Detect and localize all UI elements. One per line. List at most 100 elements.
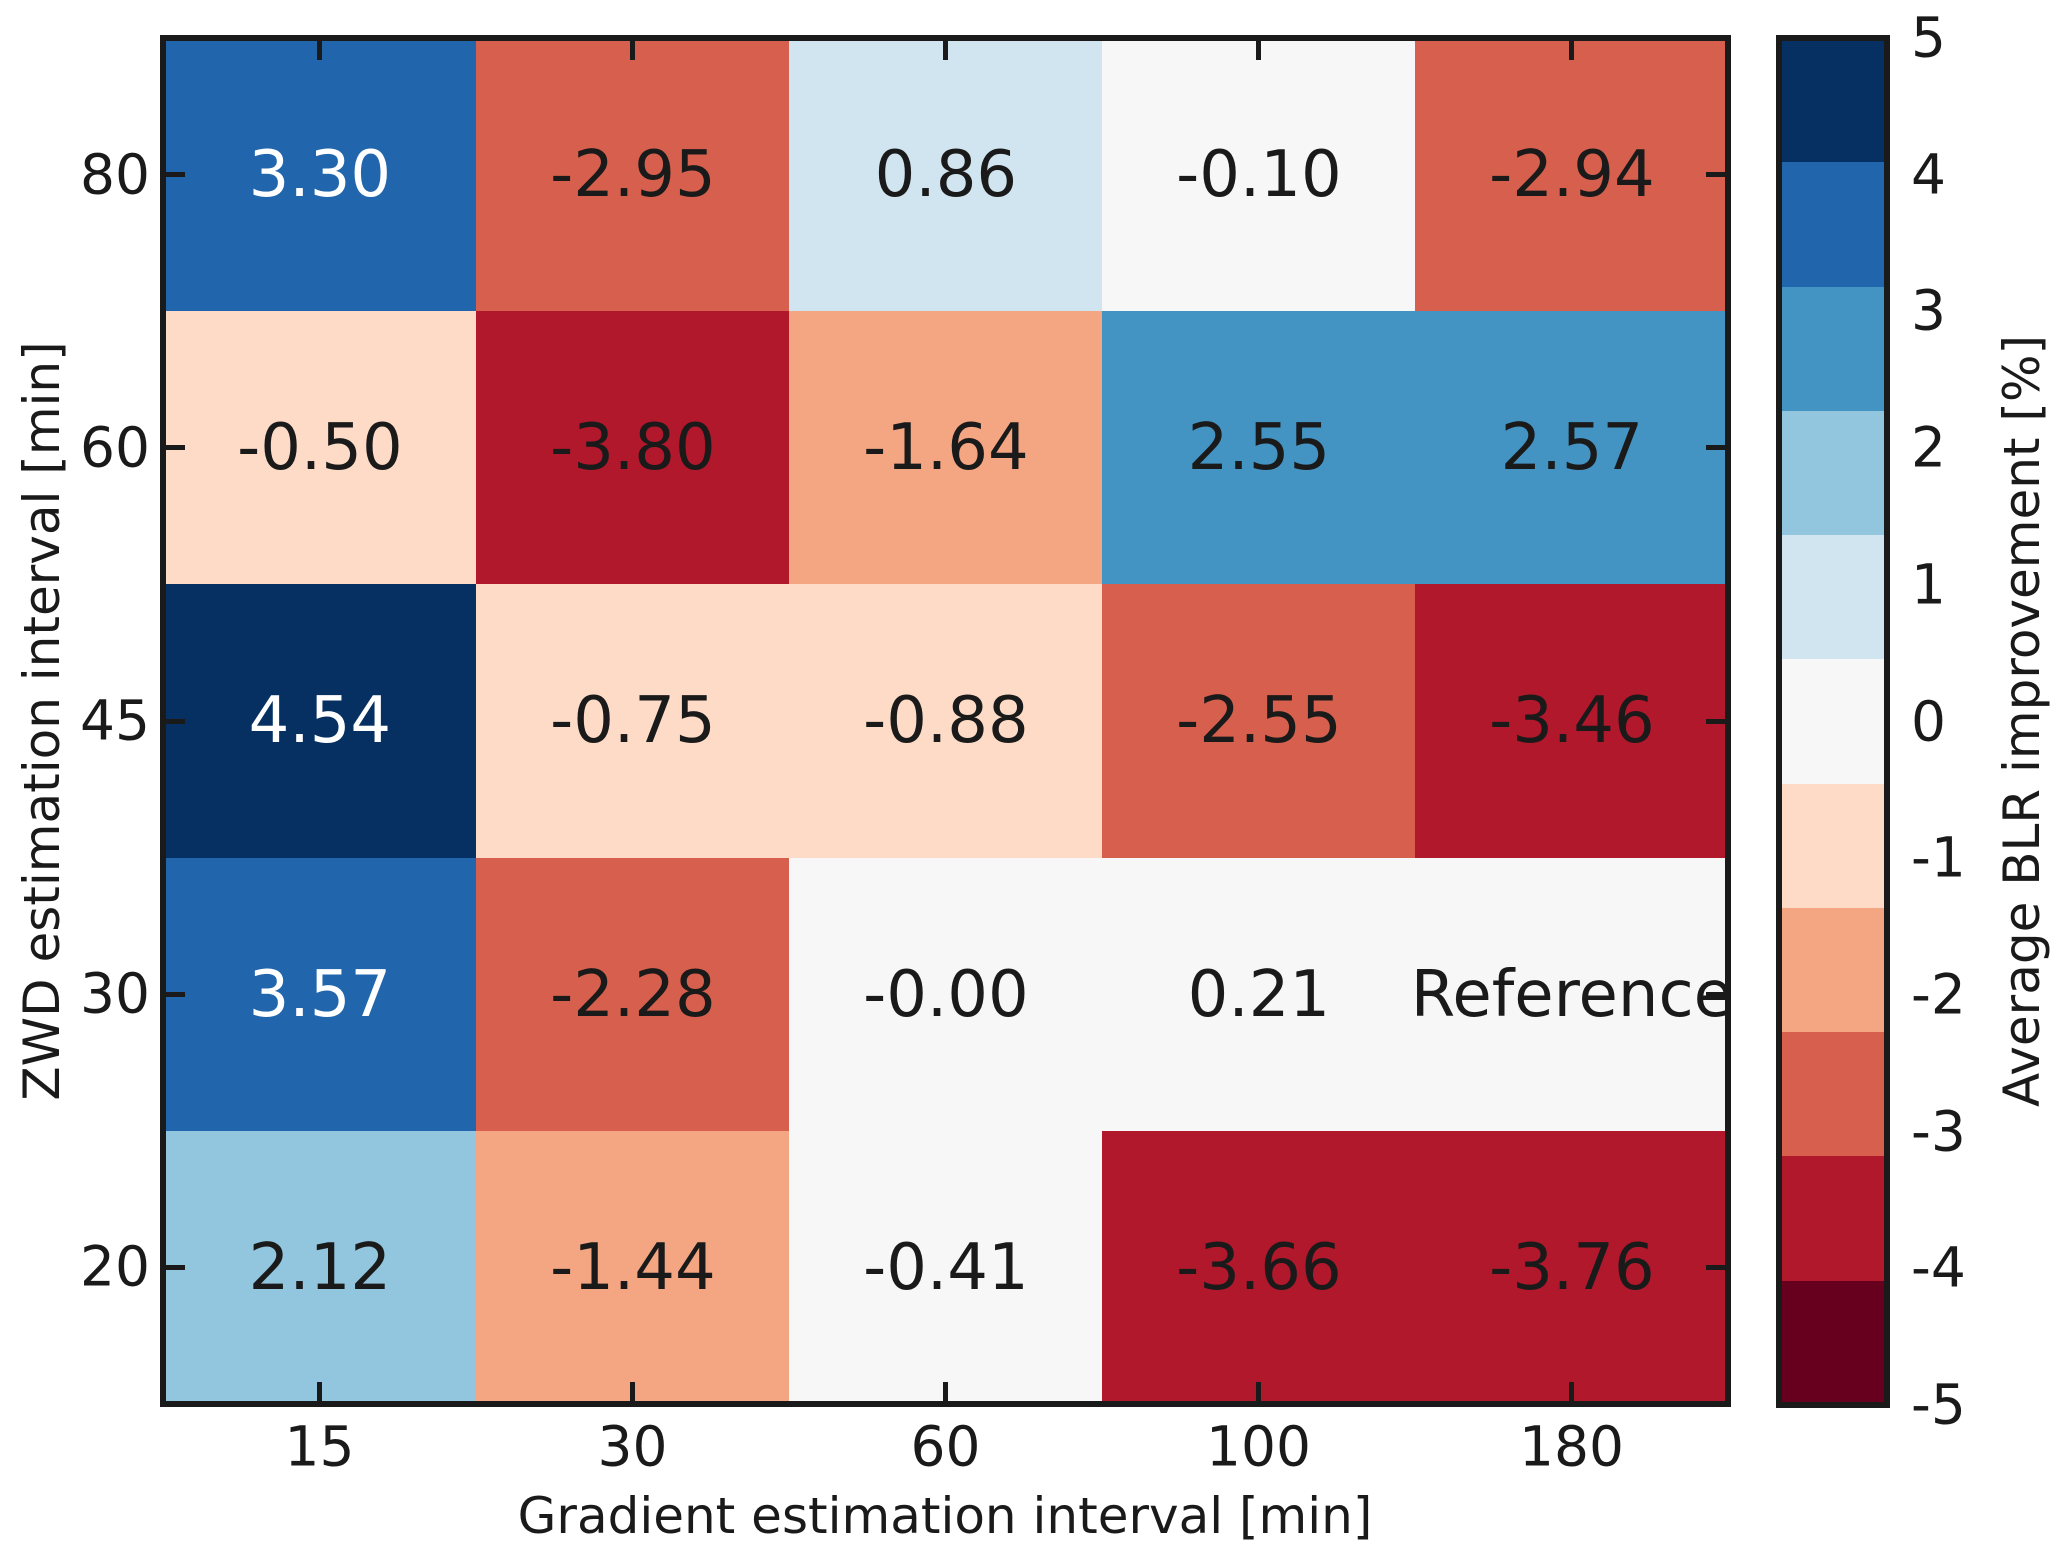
heatmap-cell-value: -0.10 <box>1176 138 1342 212</box>
heatmap-cell: -0.41 <box>789 1130 1103 1405</box>
heatmap-cell: -3.66 <box>1102 1130 1416 1405</box>
heatmap-cell: -2.55 <box>1102 584 1416 859</box>
y-tick <box>1706 718 1725 724</box>
y-tick <box>166 445 185 451</box>
y-tick <box>166 991 185 997</box>
heatmap-cell-value: -0.88 <box>863 684 1029 759</box>
heatmap-cell: -3.76 <box>1415 1130 1729 1405</box>
heatmap-cell-value: -2.55 <box>1176 684 1342 759</box>
heatmap-cell: -0.00 <box>789 857 1103 1132</box>
heatmap-cell: 4.54 <box>163 584 477 859</box>
x-tick <box>1256 1382 1261 1401</box>
heatmap-cell-value: 2.12 <box>248 1230 392 1305</box>
x-tick <box>630 1382 635 1401</box>
colorbar-label: Average BLR improvement [%] <box>1993 335 2051 1107</box>
x-tick <box>317 1382 322 1401</box>
colorbar-band <box>1779 1280 1887 1406</box>
heatmap-cell: -0.50 <box>163 311 477 586</box>
colorbar-band <box>1779 907 1887 1033</box>
heatmap-cell: 0.86 <box>789 38 1103 312</box>
x-axis-label: Gradient estimation interval [min] <box>517 1487 1373 1545</box>
y-tick-label: 20 <box>80 1234 150 1299</box>
x-tick <box>943 1382 948 1401</box>
heatmap-cell-value: -0.75 <box>550 684 716 759</box>
heatmap-cell: -1.64 <box>789 311 1103 586</box>
colorbar-tick-label: 0 <box>1911 689 1946 753</box>
heatmap-cell-value: -2.28 <box>550 957 716 1032</box>
y-tick <box>166 1264 185 1270</box>
y-tick-label: 80 <box>80 142 150 207</box>
colorbar-tick-label: -4 <box>1911 1235 1966 1300</box>
heatmap-cell: -0.88 <box>789 584 1103 859</box>
x-tick <box>1569 41 1574 60</box>
y-tick-label: 60 <box>80 415 150 480</box>
heatmap-cell-value: 3.30 <box>248 138 392 212</box>
heatmap-cell: -3.80 <box>476 311 790 586</box>
heatmap-cell-value: 0.86 <box>874 138 1018 212</box>
heatmap-cell-value: -0.00 <box>863 957 1029 1032</box>
x-tick <box>1569 1382 1574 1401</box>
colorbar-tick-label: 2 <box>1911 415 1946 480</box>
heatmap-cell-value: 2.57 <box>1500 411 1644 486</box>
heatmap-cell: -2.28 <box>476 857 790 1132</box>
x-tick <box>630 41 635 60</box>
heatmap-cell: Reference <box>1411 857 1733 1132</box>
heatmap-cell-value: -3.76 <box>1489 1230 1655 1305</box>
y-tick-label: 45 <box>80 688 150 753</box>
heatmap-cell-value: -3.66 <box>1176 1230 1342 1305</box>
heatmap-cell: 2.57 <box>1415 311 1729 586</box>
heatmap-cell: -0.10 <box>1102 38 1416 312</box>
heatmap-cell-value: 0.21 <box>1187 957 1331 1032</box>
colorbar-band <box>1779 38 1887 164</box>
heatmap-cell: 2.12 <box>163 1130 477 1405</box>
x-tick <box>317 41 322 60</box>
heatmap-cell-value: -2.95 <box>550 138 716 212</box>
heatmap-cell: -2.95 <box>476 38 790 312</box>
colorbar-band <box>1779 1032 1887 1158</box>
x-tick-label: 100 <box>1206 1414 1311 1479</box>
heatmap-cell: 3.30 <box>163 38 477 312</box>
colorbar <box>1779 38 1887 1406</box>
heatmap-cell-value: 4.54 <box>248 684 392 759</box>
x-tick-label: 30 <box>597 1414 668 1479</box>
y-tick <box>166 718 185 724</box>
colorbar-tick-label: 4 <box>1911 142 1946 207</box>
heatmap-cell: 0.21 <box>1102 857 1416 1132</box>
colorbar-tick-label: -3 <box>1911 1099 1966 1164</box>
colorbar-band <box>1779 162 1887 288</box>
y-tick-label: 30 <box>80 961 150 1026</box>
colorbar-band <box>1779 286 1887 412</box>
colorbar-band <box>1779 410 1887 536</box>
heatmap-cell-value: 2.55 <box>1187 411 1331 486</box>
heatmap-grid: 3.30 -2.95 0.86 -0.10 -2.94 -0.50 -3.80 -1.64 2.… <box>163 38 1733 1405</box>
heatmap-cell: -1.44 <box>476 1130 790 1405</box>
heatmap-cell: -0.75 <box>476 584 790 859</box>
x-tick <box>1256 41 1261 60</box>
colorbar-band <box>1779 1156 1887 1282</box>
colorbar-tick-label: 3 <box>1911 278 1946 343</box>
heatmap-cell-value: -3.46 <box>1489 684 1655 759</box>
y-tick <box>166 172 185 178</box>
colorbar-tick-label: 1 <box>1911 552 1946 617</box>
heatmap-cell-value: -0.41 <box>863 1230 1029 1305</box>
x-tick-label: 60 <box>910 1414 981 1479</box>
heatmap-cell-value: -1.64 <box>863 411 1029 486</box>
colorbar-tick-label: -5 <box>1911 1372 1966 1437</box>
heatmap-cell-value: 3.57 <box>248 957 392 1032</box>
colorbar-tick-label: -2 <box>1911 962 1966 1027</box>
heatmap-cell-value: -3.80 <box>550 411 716 486</box>
heatmap-cell: 2.55 <box>1102 311 1416 586</box>
heatmap-cell: 3.57 <box>163 857 477 1132</box>
y-tick <box>1706 991 1725 997</box>
colorbar-tick-label: -1 <box>1911 825 1966 890</box>
heatmap-cell-value: -0.50 <box>237 411 403 486</box>
heatmap-cell: -3.46 <box>1415 584 1729 859</box>
heatmap-cell: -2.94 <box>1415 38 1729 312</box>
y-tick <box>1706 1264 1725 1270</box>
colorbar-band <box>1779 659 1887 785</box>
heatmap-cell-value: -1.44 <box>550 1230 716 1305</box>
x-tick-label: 15 <box>284 1414 355 1479</box>
x-tick-label: 180 <box>1519 1414 1624 1479</box>
heatmap-cell-value: -2.94 <box>1489 138 1655 212</box>
